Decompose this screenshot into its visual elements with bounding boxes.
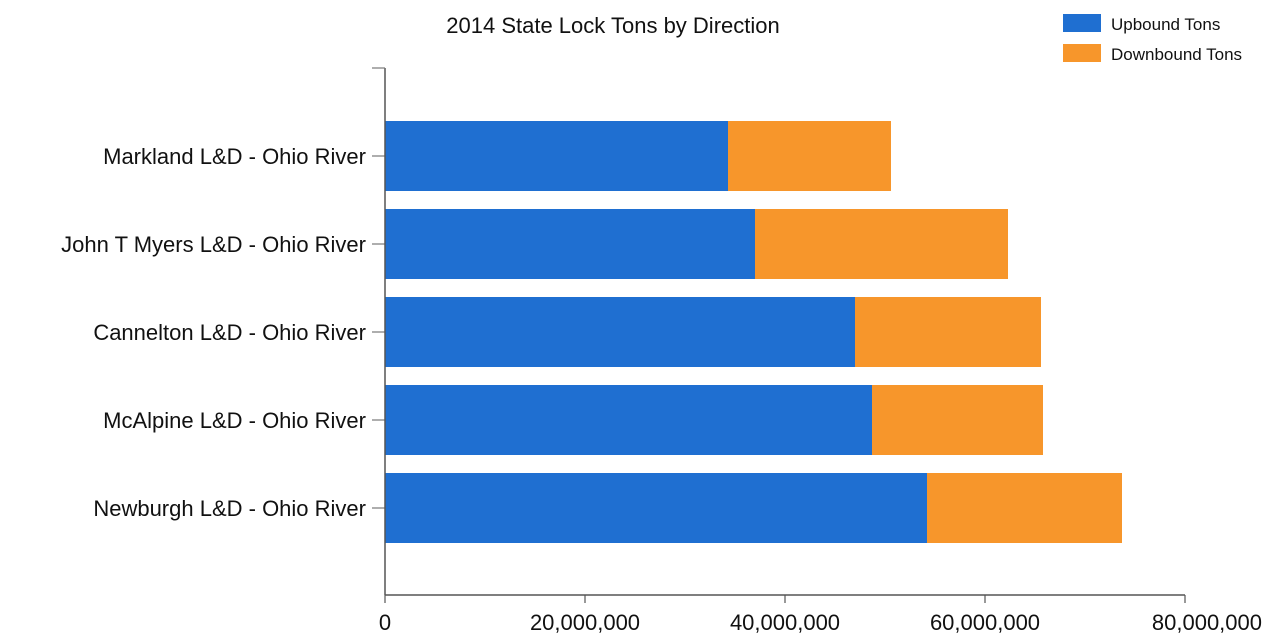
legend-swatch-downbound: [1063, 44, 1101, 62]
legend-swatch-upbound: [1063, 14, 1101, 32]
legend-label-upbound: Upbound Tons: [1111, 15, 1220, 34]
category-label: McAlpine L&D - Ohio River: [103, 408, 366, 433]
category-label: Newburgh L&D - Ohio River: [93, 496, 366, 521]
x-tick-label: 0: [379, 610, 391, 635]
bar-downbound-tons-newburgh-l-d: [927, 473, 1122, 543]
x-tick-label: 40,000,000: [730, 610, 840, 635]
bars: [385, 121, 1122, 543]
x-tick-label: 20,000,000: [530, 610, 640, 635]
bar-downbound-tons-mcalpine-l-d: [872, 385, 1043, 455]
legend: Upbound Tons Downbound Tons: [1063, 14, 1242, 64]
bar-upbound-tons-mcalpine-l-d: [385, 385, 872, 455]
bar-upbound-tons-cannelton-l-d: [385, 297, 855, 367]
x-tick-label: 60,000,000: [930, 610, 1040, 635]
axes: 0 20,000,000 40,000,000 60,000,000 80,000,00…: [372, 67, 1262, 635]
bar-upbound-tons-markland-l-d: [385, 121, 728, 191]
bar-downbound-tons-markland-l-d: [728, 121, 891, 191]
bar-upbound-tons-john-t: [385, 209, 755, 279]
legend-label-downbound: Downbound Tons: [1111, 45, 1242, 64]
bar-downbound-tons-cannelton-l-d: [855, 297, 1041, 367]
category-label: Markland L&D - Ohio River: [103, 144, 366, 169]
bar-upbound-tons-newburgh-l-d: [385, 473, 927, 543]
bar-downbound-tons-john-t: [755, 209, 1008, 279]
x-tick-label: 80,000,000: [1152, 610, 1262, 635]
category-label: John T Myers L&D - Ohio River: [61, 232, 366, 257]
category-label: Cannelton L&D - Ohio River: [93, 320, 366, 345]
category-labels: Markland L&D - Ohio River John T Myers L&…: [61, 144, 366, 521]
chart-title: 2014 State Lock Tons by Direction: [446, 13, 779, 38]
